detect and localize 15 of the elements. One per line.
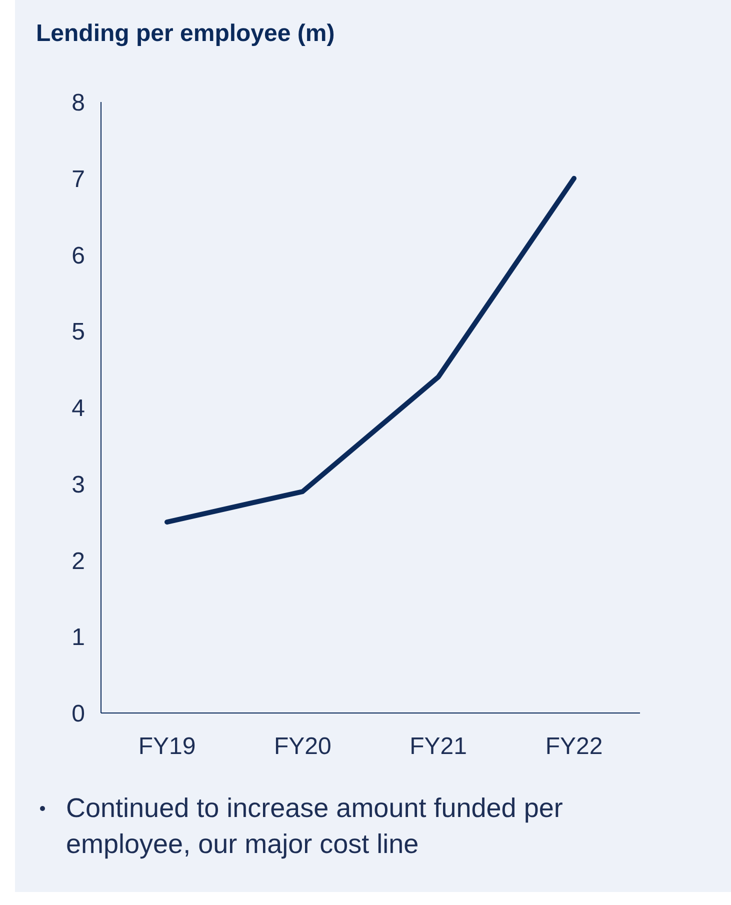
y-tick-label: 7 [72,166,85,193]
chart-title: Lending per employee (m) [36,20,335,48]
y-tick-label: 1 [72,624,85,652]
y-tick-label: 3 [72,471,85,498]
x-tick-label: FY21 [410,733,468,760]
text: Continued to increase amount funded per employee, our major cost line [66,792,564,861]
x-tick-label: FY20 [274,733,332,760]
y-tick-label: 8 [72,90,85,117]
y-tick-label: 0 [72,700,85,728]
x-tick-label: FY19 [138,733,196,760]
y-tick-label: 5 [72,318,85,346]
y-tick-label: 6 [72,242,85,270]
y-tick-label: 2 [72,548,85,575]
x-tick-label: FY22 [545,733,603,760]
y-tick-label: 4 [72,395,85,422]
